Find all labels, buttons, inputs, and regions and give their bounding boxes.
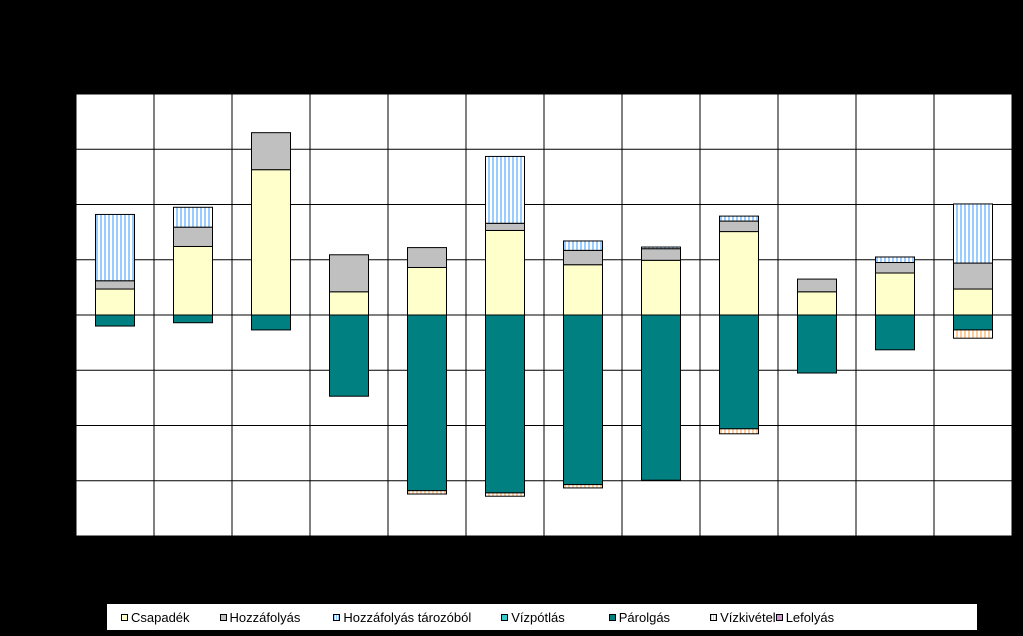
legend-item: Vízpótlás (501, 609, 565, 625)
bar-segment (953, 329, 993, 339)
bar-segment (719, 428, 759, 435)
legend-item: Lefolyás (775, 609, 835, 625)
bar-segment (875, 272, 915, 316)
bar-segment (953, 314, 993, 331)
bar-segment (563, 240, 603, 251)
bar-segment (875, 262, 915, 274)
bar-segment (797, 291, 837, 316)
legend-label: Hozzáfolyás (229, 609, 301, 625)
bar-segment (719, 215, 759, 222)
legend-swatch (501, 613, 509, 621)
legend-swatch (608, 613, 616, 621)
bar-segment (641, 248, 681, 261)
legend-swatch (775, 613, 783, 621)
bar-segment (407, 314, 447, 492)
bar-segment (95, 314, 135, 327)
bar-segment (485, 155, 525, 224)
legend-item: Párolgás (608, 609, 671, 625)
bar-segment (485, 314, 525, 494)
bar-segment (563, 264, 603, 316)
legend-label: Vízpótlás (511, 609, 565, 625)
legend-label: Lefolyás (785, 609, 835, 625)
bar-segment (173, 245, 213, 316)
bar-segment (173, 314, 213, 324)
legend: Csapadék Hozzáfolyás Hozzáfolyás tározóból… (107, 604, 977, 630)
bar-segment (485, 222, 525, 231)
bars (95, 132, 993, 497)
bar-segment (719, 220, 759, 233)
legend-item: Csapadék (121, 610, 190, 625)
legend-item: Hozzáfolyás (219, 609, 301, 625)
legend-swatch (710, 613, 718, 621)
bar-segment (563, 249, 603, 266)
bar-segment (719, 314, 759, 430)
bar-segment (173, 206, 213, 228)
bar-segment (953, 288, 993, 316)
bar-segment (719, 231, 759, 316)
legend-label: Hozzáfolyás tározóból (343, 609, 472, 625)
bar-segment (173, 226, 213, 247)
bar-segment (251, 132, 291, 171)
bar-segment (875, 256, 915, 264)
bar-segment (251, 169, 291, 316)
bar-segment (407, 266, 447, 316)
legend-item: Hozzáfolyás tározóból (333, 610, 471, 625)
bar-segment (95, 280, 135, 290)
bar-segment (641, 314, 681, 481)
bar-segment (485, 492, 525, 497)
bar-segment (563, 484, 603, 489)
bar-segment (95, 288, 135, 316)
legend-label: Párolgás (618, 609, 671, 625)
bar-segment (329, 291, 369, 316)
plot-border (75, 93, 1013, 537)
bar-segment (563, 314, 603, 486)
bar-segment (329, 314, 369, 397)
bar-segment (875, 314, 915, 351)
bar-segment (953, 262, 993, 290)
legend-swatch (219, 613, 227, 621)
legend-swatch (333, 613, 341, 621)
gridlines (76, 94, 1012, 536)
bar-segment (329, 254, 369, 293)
bar-segment (407, 247, 447, 268)
bar-segment (485, 229, 525, 316)
bar-segment (407, 490, 447, 495)
bar-segment (797, 314, 837, 374)
bar-segment (95, 213, 135, 282)
legend-label: Vízkivétel (720, 609, 776, 625)
bar-segment (641, 246, 681, 250)
bar-segment (641, 259, 681, 316)
legend-label: Csapadék (131, 609, 190, 625)
bar-segment (251, 314, 291, 331)
legend-swatch (121, 613, 128, 621)
bar-segment (797, 278, 837, 293)
legend-item: Vízkivétel (710, 610, 776, 625)
bar-segment (953, 203, 993, 264)
